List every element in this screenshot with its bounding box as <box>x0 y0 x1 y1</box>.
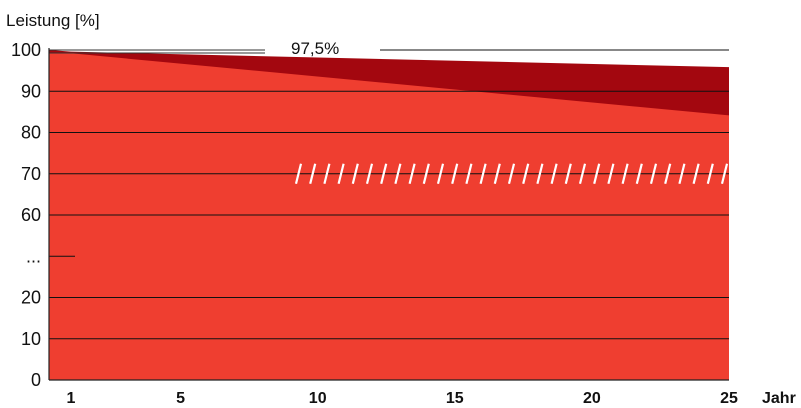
axis-break-mark <box>394 163 402 185</box>
y-tick-label: 70 <box>21 164 41 184</box>
x-tick-label: 25 <box>720 390 738 407</box>
axis-break-mark <box>664 163 672 185</box>
axis-break-mark <box>422 163 430 185</box>
y-tick-label: ... <box>26 246 41 266</box>
axis-break-mark <box>465 163 473 185</box>
grid-lines <box>49 49 729 340</box>
annotation-label: 97,5% <box>291 39 339 58</box>
axis-break-mark <box>479 163 487 185</box>
y-tick-label: 10 <box>21 329 41 349</box>
y-tick-label: 60 <box>21 205 41 225</box>
y-tick-label: 20 <box>21 288 41 308</box>
area-series-2 <box>49 53 729 381</box>
x-axis-title: Jahr <box>762 390 796 407</box>
axis-break-mark <box>692 163 700 185</box>
axis-break-marks <box>294 163 729 185</box>
axis-break-mark <box>380 163 388 185</box>
axis-break-mark <box>309 163 317 185</box>
axis-break-mark <box>635 163 643 185</box>
y-tick-label: 90 <box>21 81 41 101</box>
axis-break-mark <box>436 163 445 185</box>
axis-break-mark <box>720 163 729 185</box>
axis-break-mark <box>678 163 686 185</box>
axis-break-mark <box>621 163 629 185</box>
axis-break-mark <box>649 163 658 185</box>
axis-break-mark <box>351 163 359 185</box>
axis-break-mark <box>365 163 374 185</box>
axis-break-mark <box>536 163 544 185</box>
axis-break-mark <box>493 163 501 185</box>
axis-break-mark <box>564 163 572 185</box>
axis-break-mark <box>507 163 516 185</box>
y-tick-label: 80 <box>21 123 41 143</box>
x-tick-label: 15 <box>446 390 464 407</box>
axes <box>48 48 729 381</box>
y-tick-label: 0 <box>31 370 41 390</box>
axis-break-mark <box>593 163 601 185</box>
axis-break-mark <box>337 163 345 185</box>
y-tick-label: 100 <box>11 40 41 60</box>
axis-break-mark <box>550 163 558 185</box>
axis-break-mark <box>607 163 615 185</box>
axis-break-mark <box>408 163 416 185</box>
axis-break-mark <box>578 163 587 185</box>
axis-break-mark <box>451 163 459 185</box>
y-axis-title: Leistung [%] <box>6 11 100 30</box>
x-tick-label: 5 <box>176 390 185 407</box>
axis-break-mark <box>323 163 331 185</box>
axis-break-mark <box>294 163 303 185</box>
x-tick-label: 1 <box>66 390 75 407</box>
axis-break-mark <box>522 163 530 185</box>
x-tick-label: 20 <box>583 390 601 407</box>
x-tick-label: 10 <box>309 390 327 407</box>
axis-break-mark <box>706 163 714 185</box>
